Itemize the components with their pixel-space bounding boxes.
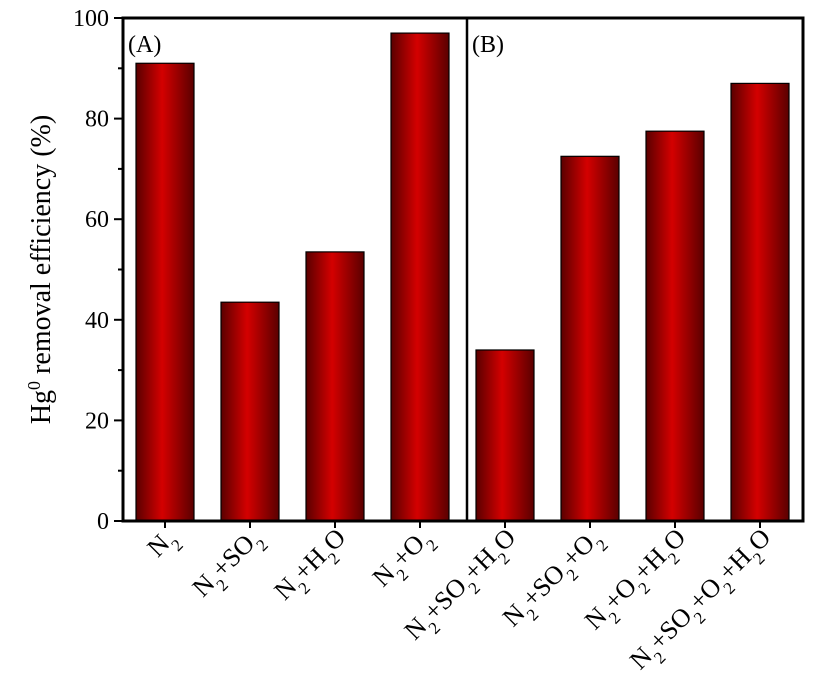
bar-n2-so2-o2 bbox=[560, 155, 620, 522]
x-category-label: N2 bbox=[141, 523, 186, 568]
bar-n2-o2-h2o bbox=[645, 130, 705, 522]
bar-n2-h2o bbox=[305, 251, 365, 522]
y-tick-label: 20 bbox=[85, 408, 109, 434]
x-category-label: N2+O2 bbox=[367, 523, 442, 598]
bar-n2-so2-h2o bbox=[475, 349, 535, 522]
panel-label-b: (B) bbox=[472, 32, 504, 58]
y-tick-label: 0 bbox=[97, 509, 109, 535]
bar-n2-so2-o2-h2o bbox=[730, 82, 790, 522]
x-category-label: N2+H2O bbox=[269, 523, 357, 611]
panel-label-a: (A) bbox=[128, 32, 161, 58]
bar-n2-o2 bbox=[390, 32, 450, 522]
bar-n2-so2 bbox=[220, 301, 280, 522]
y-tick-label: 40 bbox=[85, 308, 109, 334]
y-tick-label: 80 bbox=[85, 107, 109, 133]
y-tick-label: 60 bbox=[85, 207, 109, 233]
y-axis-label: Hg0 removal efficiency (%) bbox=[24, 115, 57, 424]
bar-n2 bbox=[135, 62, 195, 522]
x-category-label: N2+SO2 bbox=[187, 523, 272, 608]
y-tick-label: 100 bbox=[73, 6, 109, 32]
